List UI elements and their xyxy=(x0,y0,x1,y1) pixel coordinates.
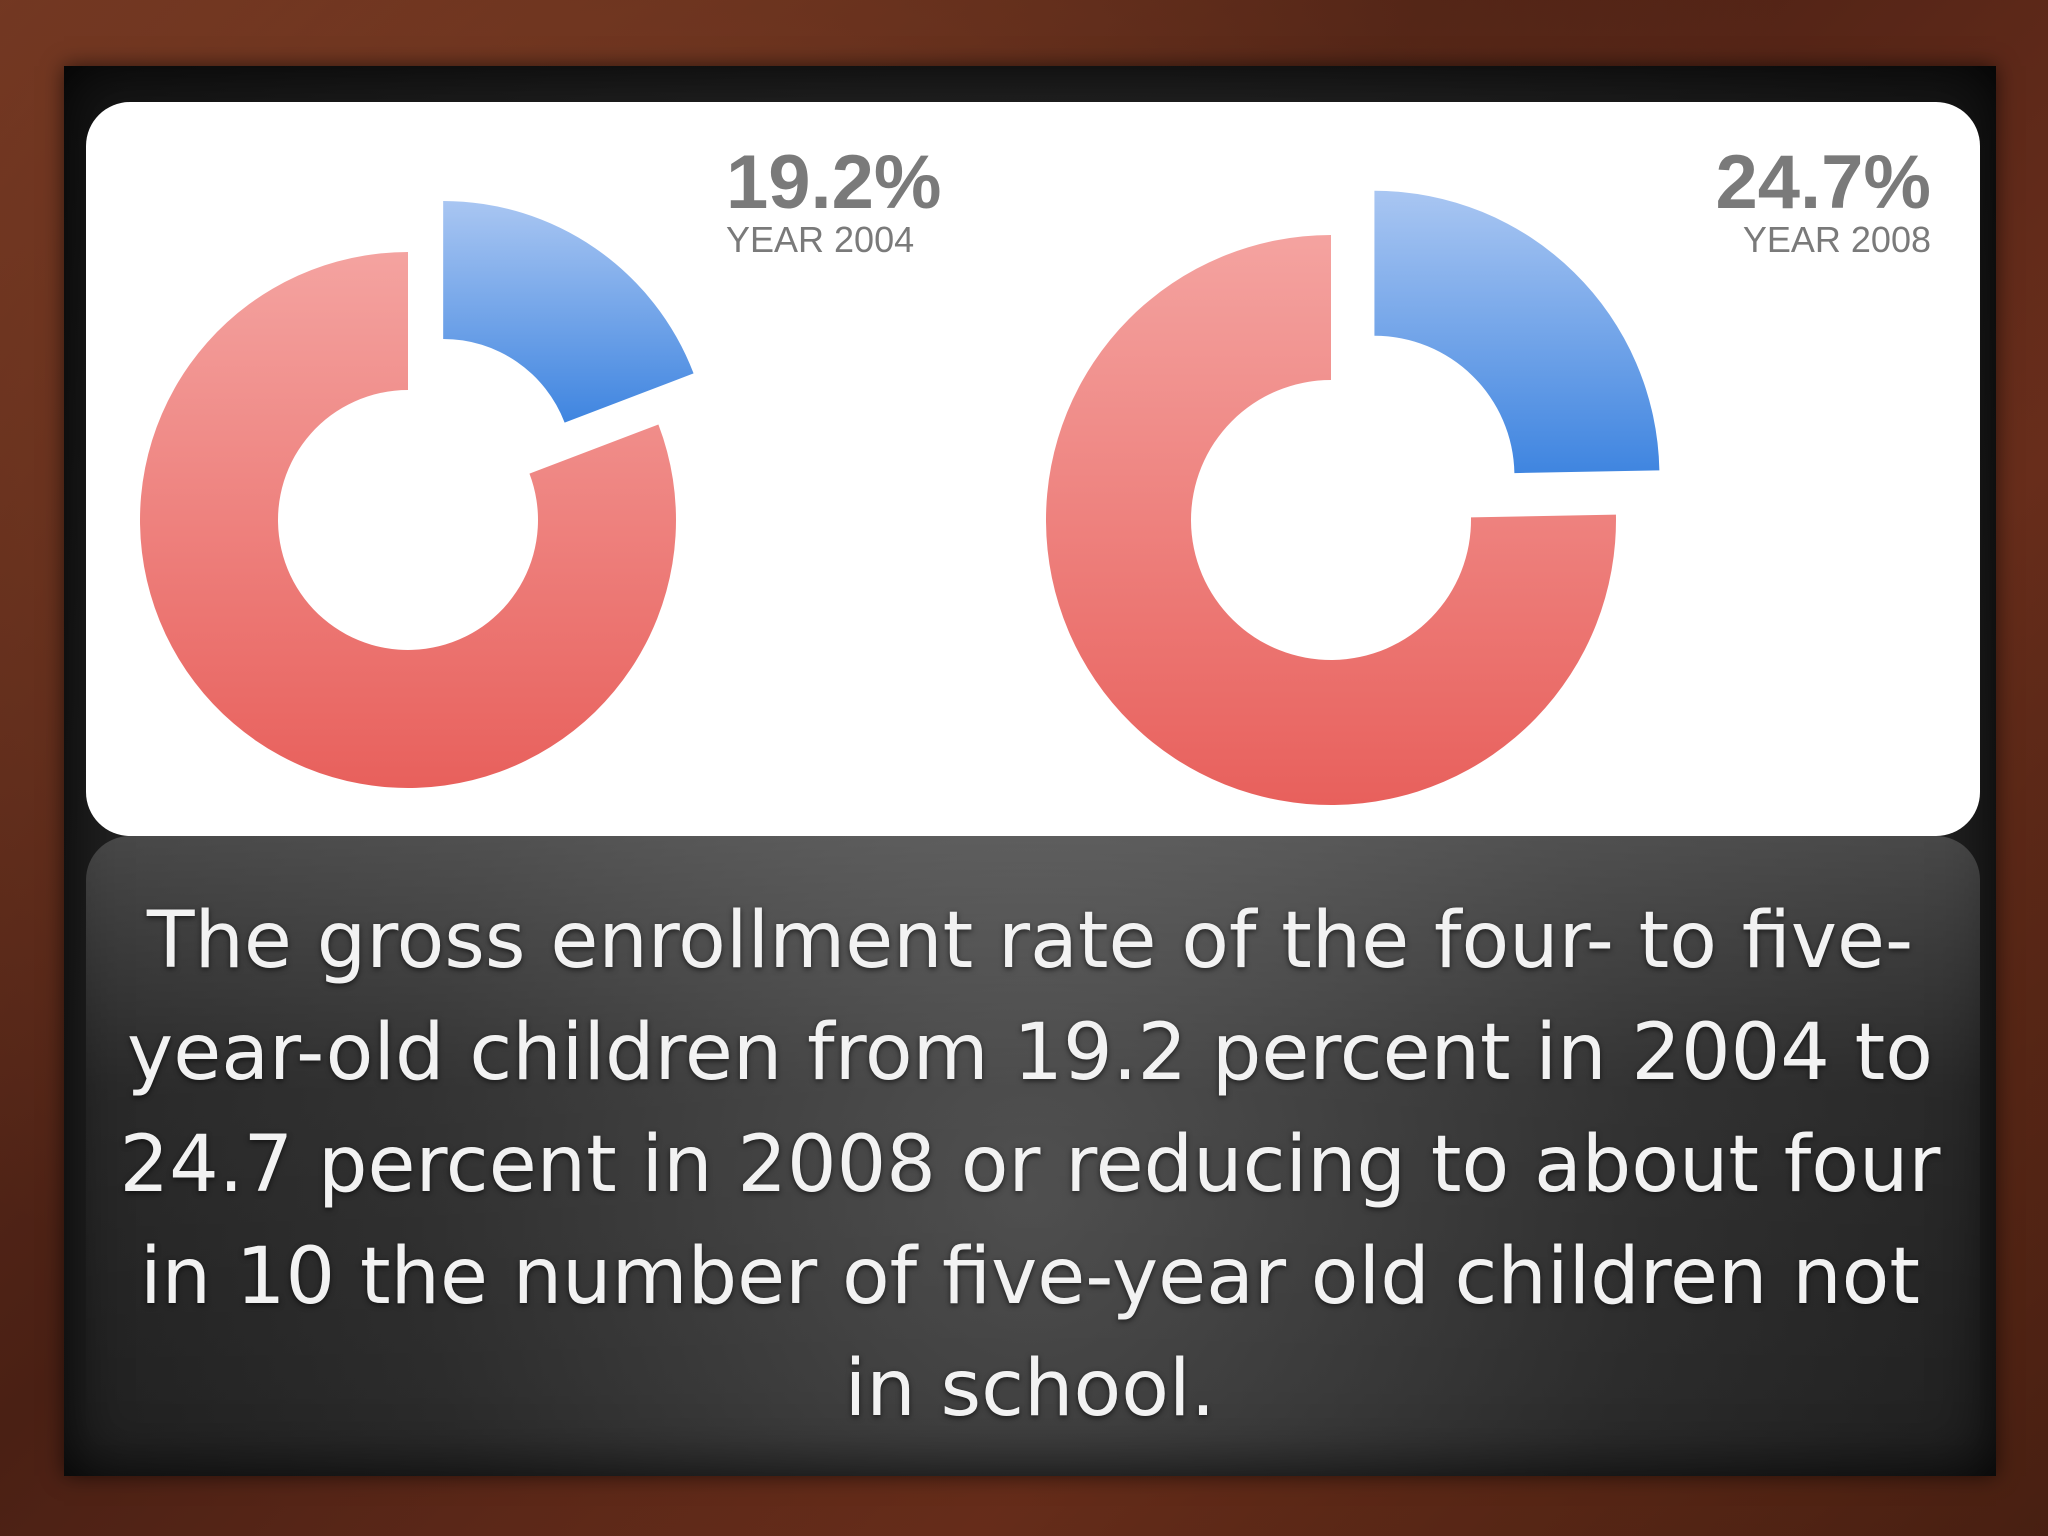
slice-not-enrolled-2004 xyxy=(139,252,676,788)
panel-reflection xyxy=(86,836,1980,1466)
donut-2008 xyxy=(1045,190,1660,806)
slice-enrolled-2008 xyxy=(1374,190,1660,474)
slice-enrolled-2004 xyxy=(443,200,694,423)
year-label-2004: YEAR 2004 xyxy=(726,219,914,260)
donut-charts: 19.2% YEAR 2004 24.7% YEAR 2008 xyxy=(139,140,1932,806)
caption-text: The gross enrollment rate of the four- t… xyxy=(119,896,1941,1434)
value-label-2004: 19.2% xyxy=(726,140,942,225)
slice-not-enrolled-2008 xyxy=(1045,235,1616,806)
donut-2004 xyxy=(139,200,694,788)
value-label-2008: 24.7% xyxy=(1716,140,1932,225)
year-label-2008: YEAR 2008 xyxy=(1743,219,1931,260)
